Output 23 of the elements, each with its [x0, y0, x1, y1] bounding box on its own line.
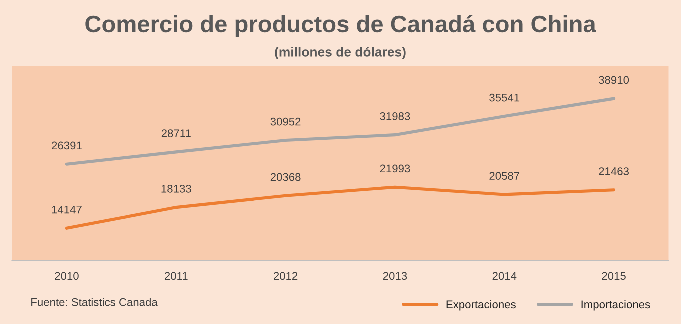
data-label: 20587 [490, 172, 520, 180]
x-tick-label: 2012 [274, 272, 298, 280]
data-label: 38910 [599, 76, 630, 84]
x-tick-label: 2015 [602, 272, 626, 280]
chart-title: Comercio de productos de Canadá con China [86, 15, 596, 38]
data-label: 21463 [599, 168, 629, 176]
data-label: 26391 [52, 142, 82, 150]
chart-subtitle: (millones de dólares) [275, 47, 406, 60]
data-label: 31983 [380, 112, 410, 120]
source-note: Fuente: Statistics Canada [32, 298, 158, 306]
data-label: 21993 [380, 164, 410, 173]
x-tick-label: 2014 [492, 272, 517, 280]
data-label: 18133 [162, 184, 192, 193]
data-label: 28711 [162, 130, 191, 138]
data-label: 14147 [52, 206, 82, 214]
data-label: 30952 [270, 118, 301, 126]
x-tick-label: 2013 [383, 272, 408, 280]
legend-label: Importaciones [582, 300, 650, 311]
x-tick-label: 2010 [55, 272, 79, 280]
x-tick-label: 2011 [164, 272, 188, 280]
data-label: 20368 [270, 173, 301, 182]
data-label: 35541 [490, 94, 520, 102]
legend-label: Exportaciones [446, 300, 516, 311]
